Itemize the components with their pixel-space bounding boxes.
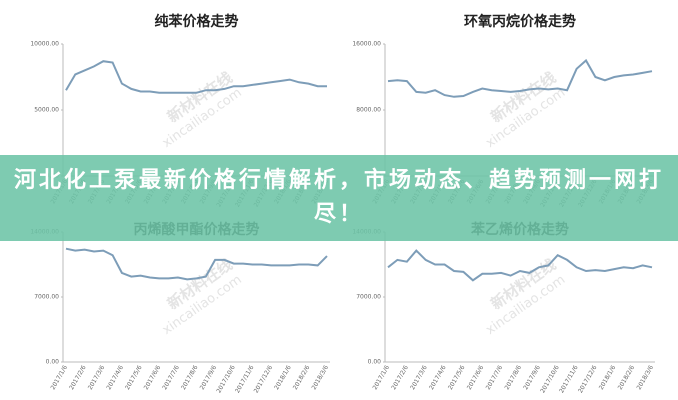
banner-title: 河北化工泵最新价格行情解析，市场动态、趋势预测一网打尽！ xyxy=(13,168,664,227)
y-tick-label: 5000.00 xyxy=(34,107,59,114)
x-tick-label: 2017/9/6 xyxy=(522,364,542,391)
x-tick-label: 2018/3/6 xyxy=(635,364,655,391)
y-tick-label: 7000.00 xyxy=(356,294,381,301)
x-tick-label: 2017/12/6 xyxy=(577,364,599,394)
chart-title: 环氧丙烷价格走势 xyxy=(464,13,576,30)
price-line xyxy=(387,249,653,282)
x-tick-label: 2017/9/6 xyxy=(199,364,219,391)
x-tick-label: 2017/2/6 xyxy=(390,364,410,391)
x-tick-label: 2017/6/6 xyxy=(143,364,163,391)
x-tick-label: 2017/3/6 xyxy=(409,364,429,391)
x-tick-label: 2017/7/6 xyxy=(485,364,505,391)
x-tick-label: 2017/11/6 xyxy=(558,364,580,394)
y-tick-label: 10000.00 xyxy=(30,41,59,48)
y-tick-label: 8000.00 xyxy=(356,107,381,114)
x-tick-label: 2017/8/6 xyxy=(180,364,200,391)
x-tick-label: 2017/3/6 xyxy=(87,364,107,391)
x-tick-label: 2017/5/6 xyxy=(447,364,467,391)
y-tick-label: 0.00 xyxy=(46,359,60,366)
x-tick-label: 2018/2/6 xyxy=(617,364,637,391)
x-tick-label: 2017/4/6 xyxy=(428,364,448,391)
banner: 河北化工泵最新价格行情解析，市场动态、趋势预测一网打尽！ xyxy=(0,155,678,241)
price-line xyxy=(65,60,327,94)
x-tick-label: 2017/12/6 xyxy=(253,364,275,394)
y-tick-label: 7000.00 xyxy=(34,294,59,301)
y-tick-label: 0.00 xyxy=(368,359,382,366)
x-tick-label: 2017/10/6 xyxy=(539,364,561,394)
x-tick-label: 2018/1/6 xyxy=(273,364,293,391)
x-tick-label: 2017/8/6 xyxy=(503,364,523,391)
x-tick-label: 2017/2/6 xyxy=(68,364,88,391)
x-tick-label: 2018/3/6 xyxy=(310,364,330,391)
price-line xyxy=(65,247,328,281)
chart-title: 纯苯价格走势 xyxy=(155,13,239,30)
x-tick-label: 2018/1/6 xyxy=(598,364,618,391)
x-tick-label: 2017/4/6 xyxy=(105,364,125,391)
x-tick-label: 2017/7/6 xyxy=(161,364,181,391)
x-tick-label: 2017/1/6 xyxy=(371,364,391,391)
x-tick-label: 2017/6/6 xyxy=(466,364,486,391)
x-tick-label: 2018/2/6 xyxy=(292,364,312,391)
x-tick-label: 2017/1/6 xyxy=(49,364,69,391)
x-tick-label: 2017/5/6 xyxy=(124,364,144,391)
price-line xyxy=(387,58,653,98)
y-tick-label: 16000.00 xyxy=(352,41,381,48)
